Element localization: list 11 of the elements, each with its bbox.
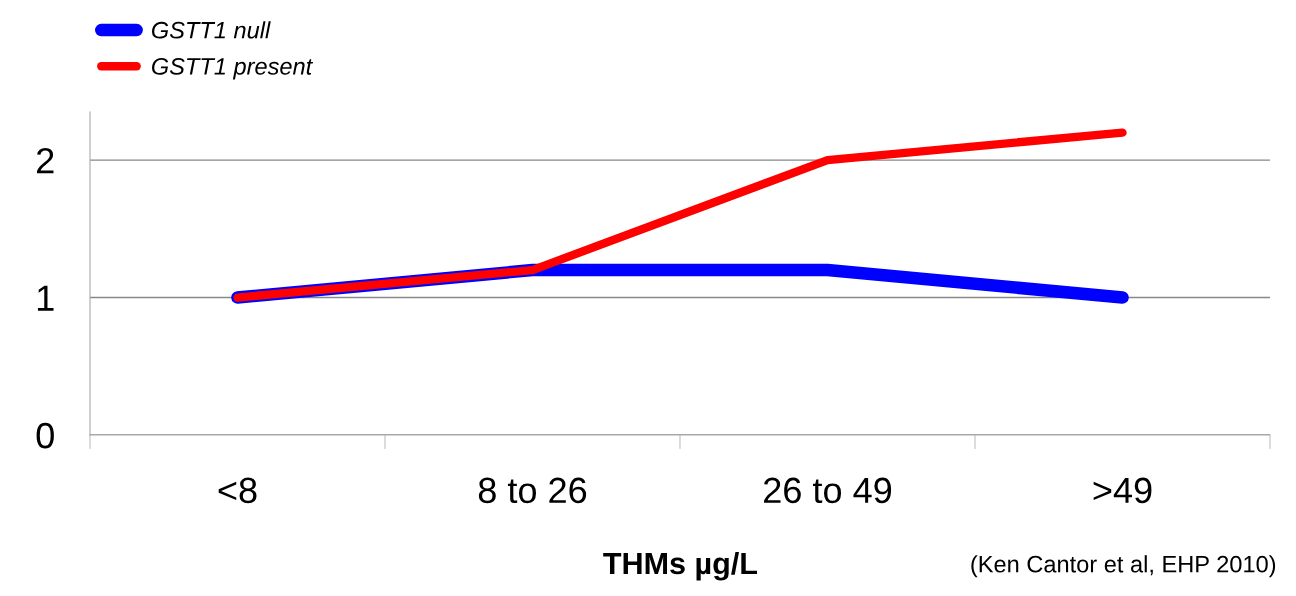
x-tick-label: 8 to 26: [478, 477, 587, 504]
x-tick-label: 26 to 49: [764, 477, 892, 504]
text: (Ken Cantor et al, EHP 2010): [971, 555, 1276, 578]
legend-label: GSTT1 present: [152, 58, 314, 80]
x-tick-label: >49: [1093, 477, 1152, 504]
x-axis-title: THMs µg/L: [603, 551, 758, 581]
y-tick-label: 2: [37, 147, 54, 174]
legend-label: GSTT1 null: [152, 21, 271, 39]
x-tick-label: <8: [218, 477, 257, 504]
y-tick-label: 0: [36, 422, 54, 449]
y-tick-label: 1: [37, 285, 54, 311]
